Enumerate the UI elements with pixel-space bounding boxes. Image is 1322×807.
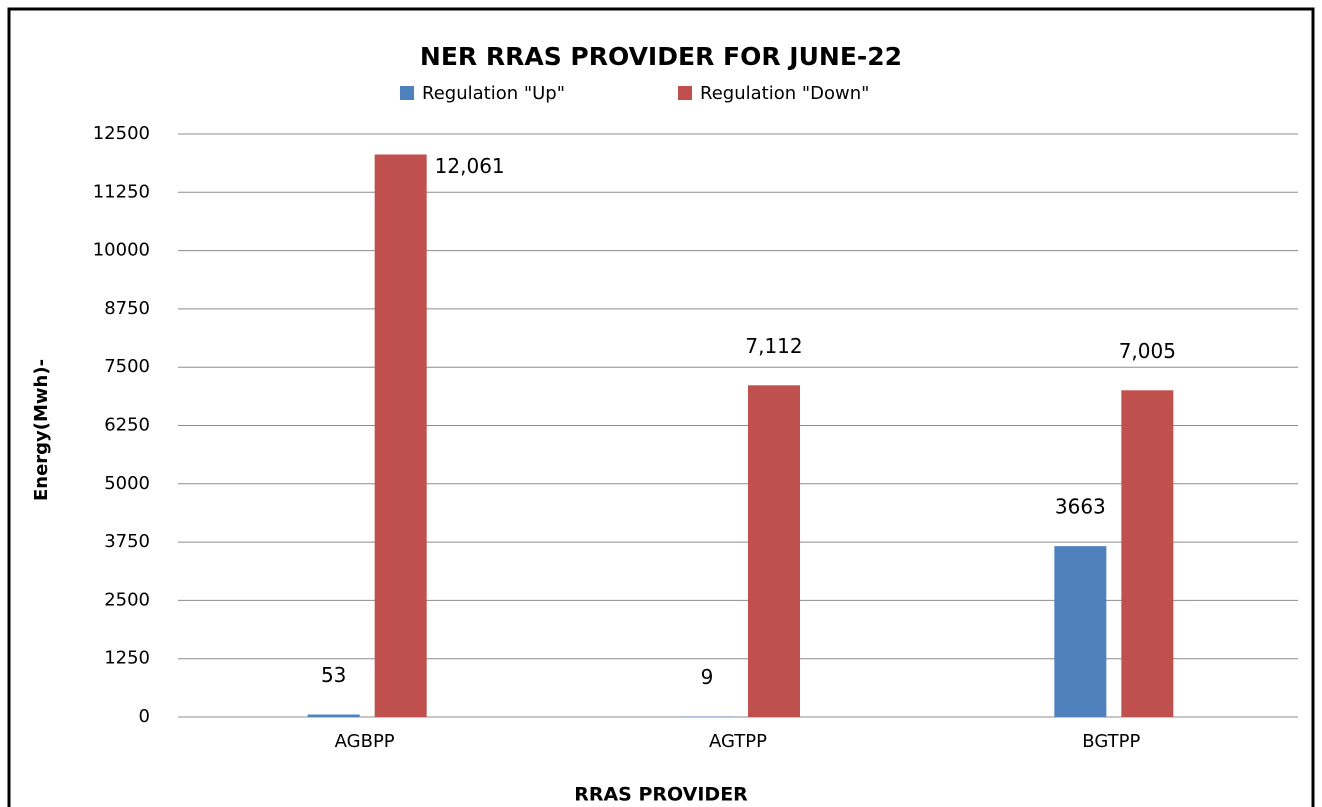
legend-label: Regulation "Down" (700, 83, 869, 104)
data-label: 7,005 (1119, 339, 1176, 363)
data-label: 9 (701, 665, 714, 689)
y-tick-label: 3750 (104, 531, 150, 552)
data-label: 7,112 (745, 334, 802, 358)
legend-swatch (400, 86, 414, 100)
y-tick-label: 10000 (93, 240, 150, 261)
bar (748, 385, 800, 717)
data-label: 53 (321, 663, 346, 687)
data-label: 12,061 (435, 154, 505, 178)
x-axis-label: RRAS PROVIDER (574, 784, 748, 806)
y-tick-label: 11250 (93, 181, 150, 202)
y-tick-label: 12500 (93, 123, 150, 144)
legend-swatch (678, 86, 692, 100)
data-label: 3663 (1055, 495, 1106, 519)
chart-title: NER RRAS PROVIDER FOR JUNE-22 (420, 42, 902, 71)
bar (1054, 546, 1107, 717)
y-tick-label: 2500 (104, 589, 150, 610)
y-tick-label: 7500 (104, 356, 150, 377)
y-tick-label: 6250 (104, 415, 150, 436)
y-tick-label: 1250 (104, 648, 150, 669)
frame (7, 7, 1315, 807)
y-tick-label: 0 (139, 706, 150, 727)
legend-label: Regulation "Up" (422, 83, 565, 104)
y-tick-label: 5000 (104, 473, 150, 494)
x-tick-label: BGTPP (1082, 731, 1140, 752)
x-tick-label: AGBPP (335, 731, 395, 752)
x-tick-label: AGTPP (709, 731, 767, 752)
y-tick-label: 8750 (104, 298, 150, 319)
bar (1121, 390, 1174, 717)
bar (307, 714, 360, 717)
y-axis-label: Energy(Mwh)- (31, 359, 52, 501)
bar (374, 154, 427, 717)
